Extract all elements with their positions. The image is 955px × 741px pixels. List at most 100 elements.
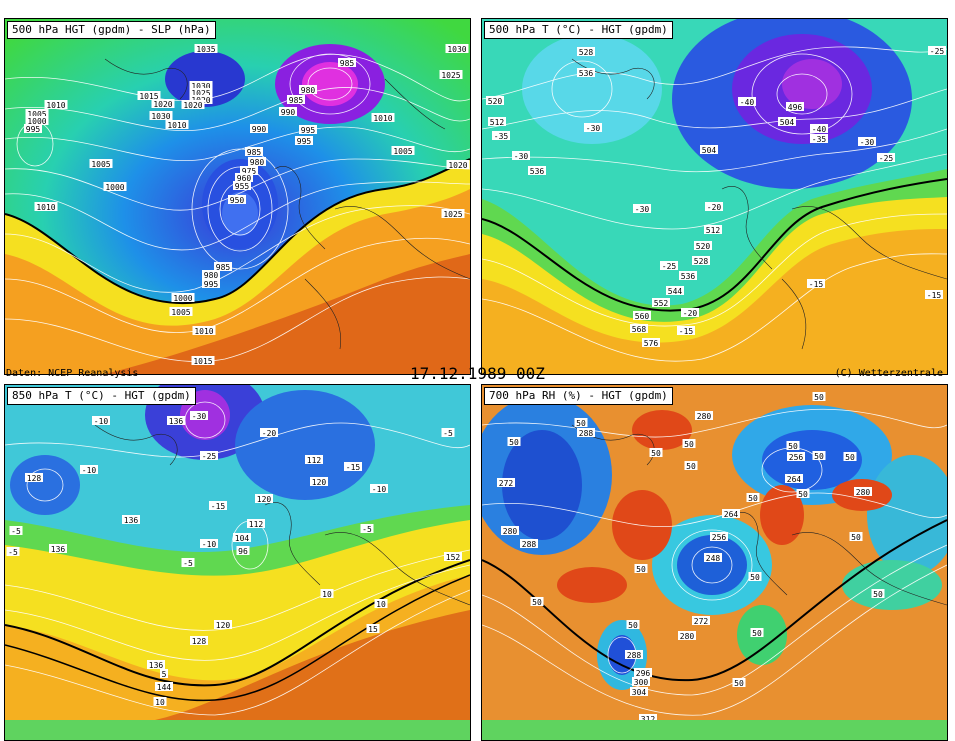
map-500hpa-slp: 9951035103098510251030102510209809859901… (5, 19, 470, 374)
contour-label: -10 (372, 485, 387, 494)
contour-label: 136 (51, 545, 66, 554)
contour-label-bg (305, 455, 323, 464)
contour-label-bg (248, 157, 266, 166)
contour-label-bg (501, 526, 519, 535)
contour-label-bg (694, 241, 712, 250)
contour-label: 528 (579, 48, 594, 57)
contour-label: 264 (787, 475, 802, 484)
timestamp-label: 17.12.1989 00Z (410, 364, 545, 383)
contour-label: 50 (814, 393, 824, 402)
contour-label-bg (202, 279, 220, 288)
contour-label: 288 (627, 651, 642, 660)
contour-label: 304 (632, 688, 647, 697)
contour-label-bg (854, 487, 872, 496)
contour-label-bg (200, 451, 218, 460)
contour-label-bg (255, 494, 273, 503)
contour-label-bg (858, 137, 876, 146)
contour-label-bg (649, 448, 663, 457)
contour-label-bg (441, 428, 455, 437)
contour-label: 50 (532, 598, 542, 607)
contour-label: 995 (301, 126, 316, 135)
contour-label: 296 (636, 669, 651, 678)
contour-label-bg (160, 669, 168, 678)
contour-label-bg (391, 146, 415, 155)
contour-label-bg (366, 624, 380, 633)
contour-label: -15 (927, 291, 942, 300)
contour-label-bg (295, 136, 313, 145)
contour-label: 985 (247, 148, 262, 157)
contour-label: -30 (635, 205, 650, 214)
contour-label: 980 (204, 271, 219, 280)
contour-label-bg (233, 181, 251, 190)
contour-label-bg (194, 44, 218, 53)
contour-label: 1020 (153, 100, 172, 109)
contour-label-bg (360, 524, 374, 533)
contour-label: 1030 (151, 112, 170, 121)
panel-700hpa-rh: 280 50 50 288 50 50 50 50 256 50 50 50 272 264 50 280 50… (481, 384, 948, 741)
contour-label: 990 (281, 108, 296, 117)
contour-label: 552 (654, 299, 669, 308)
contour-label-bg (574, 418, 588, 427)
contour-label: 152 (446, 553, 461, 562)
contour-label-bg (89, 159, 113, 168)
contour-label-bg (704, 553, 722, 562)
contour-label-bg (626, 620, 640, 629)
contour-label-bg (486, 96, 504, 105)
contour-label-bg (660, 261, 678, 270)
contour-label-bg (877, 153, 895, 162)
contour-label-bg (9, 526, 23, 535)
contour-label: 1005 (171, 308, 190, 317)
contour-label: 120 (257, 495, 272, 504)
contour-label-bg (344, 462, 362, 471)
contour-label: 50 (873, 590, 883, 599)
contour-label-bg (214, 262, 232, 271)
contour-label: -10 (82, 466, 97, 475)
contour-label: 995 (26, 125, 41, 134)
contour-label: -30 (514, 152, 529, 161)
contour-label-bg (299, 125, 317, 134)
contour-label-bg (692, 256, 710, 265)
contour-label: 1005 (91, 160, 110, 169)
contour-label-bg (25, 116, 49, 125)
contour-label: 520 (696, 242, 711, 251)
contour-label-bg (137, 91, 161, 100)
contour-label: -10 (94, 417, 109, 426)
contour-label-bg (310, 477, 328, 486)
contour-label: -40 (740, 98, 755, 107)
contour-label: 496 (788, 103, 803, 112)
contour-label: 280 (856, 488, 871, 497)
contour-label: 1035 (196, 45, 215, 54)
contour-label-bg (445, 44, 469, 53)
contour-label: 1010 (36, 203, 55, 212)
contour-label-bg (786, 102, 804, 111)
contour-label-bg (528, 166, 546, 175)
contour-label: 1015 (193, 357, 212, 366)
contour-label: 15 (368, 625, 378, 634)
contour-label: 1025 (191, 89, 210, 98)
contour-label-bg (679, 271, 697, 280)
contour-label-bg (807, 279, 825, 288)
panel-1-labels: 9951035103098510251030102510209809859901… (24, 44, 470, 366)
contour-label: 1010 (194, 327, 213, 336)
contour-label: 1010 (373, 114, 392, 123)
contour-label: 50 (845, 453, 855, 462)
contour-label-bg (190, 411, 208, 420)
contour-label-bg (705, 202, 723, 211)
contour-label-bg (652, 298, 670, 307)
contour-label-bg (512, 151, 530, 160)
contour-label-bg (153, 697, 167, 706)
contour-label-bg (684, 461, 698, 470)
contour-label-bg (732, 678, 746, 687)
contour-label: 985 (289, 96, 304, 105)
contour-label-bg (678, 631, 696, 640)
contour-label: 128 (192, 637, 207, 646)
contour-label: 1005 (27, 110, 46, 119)
contour-label: 1000 (105, 183, 124, 192)
contour-label: 50 (814, 452, 824, 461)
contour-label: 280 (680, 632, 695, 641)
contour-label-bg (625, 650, 643, 659)
contour-label-bg (189, 95, 213, 104)
contour-label: 50 (788, 442, 798, 451)
